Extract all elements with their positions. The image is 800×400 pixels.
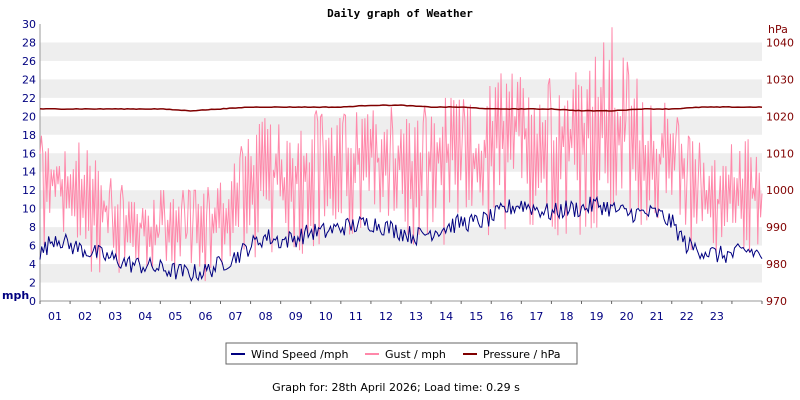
series-gust-line: [39, 27, 763, 282]
y-right-tick-label: 1010: [766, 147, 794, 160]
footer-text: Graph for: 28th April 2026; Load time: 0…: [272, 381, 520, 394]
legend-entry-label: Gust / mph: [385, 348, 446, 361]
x-tick-label: 21: [650, 310, 664, 323]
x-tick-label: 18: [559, 310, 573, 323]
y-right-tick-label: 1000: [766, 184, 794, 197]
grid-band: [40, 42, 762, 61]
x-tick-label: 23: [710, 310, 724, 323]
legend: Wind Speed /mph Gust / mph Pressure / hPa: [225, 342, 578, 365]
x-axis: 01 02 03 04 05 06 07 08 09 10 11 12 13 14 15 16 17 18 19 20…: [39, 300, 763, 323]
chart-title: Daily graph of Weather: [327, 7, 473, 20]
x-tick-label: 09: [289, 310, 303, 323]
x-tick-label: 07: [229, 310, 243, 323]
x-tick-label: 14: [439, 310, 453, 323]
y-right-tick-label: 990: [766, 221, 787, 234]
y-right-tick-label: 1020: [766, 110, 794, 123]
x-tick-label: 02: [78, 310, 92, 323]
y-left-tick-label: 12: [22, 184, 36, 197]
y-left-unit-label: mph: [2, 289, 29, 302]
y-left-tick-label: 10: [22, 203, 36, 216]
y-left-tick-label: 16: [22, 147, 36, 160]
grid-band: [40, 190, 762, 209]
x-tick-label: 08: [259, 310, 273, 323]
y-right-tick-label: 970: [766, 295, 787, 308]
x-tick-label: 05: [168, 310, 182, 323]
series-pressure-line: [39, 104, 763, 112]
x-tick-label: 03: [108, 310, 122, 323]
x-tick-label: 12: [379, 310, 393, 323]
x-tick-label: 17: [529, 310, 543, 323]
y-left-tick-label: 26: [22, 55, 36, 68]
x-tick-label: 06: [198, 310, 212, 323]
x-tick-label: 22: [680, 310, 694, 323]
y-right-tick-label: 1030: [766, 73, 794, 86]
legend-entry-label: Wind Speed /mph: [251, 348, 349, 361]
y-left-tick-label: 8: [29, 221, 36, 234]
x-tick-label: 19: [590, 310, 604, 323]
legend-entry-label: Pressure / hPa: [483, 348, 561, 361]
x-tick-label: 11: [349, 310, 363, 323]
series-group: [39, 27, 763, 282]
y-left-tick-label: 30: [22, 18, 36, 31]
x-tick-label: 20: [620, 310, 634, 323]
y-right-tick-label: 980: [766, 258, 787, 271]
y-right-tick-label: 1040: [766, 36, 794, 49]
grid-band: [40, 264, 762, 283]
x-tick-label: 16: [499, 310, 513, 323]
y-right-unit-label: hPa: [768, 23, 788, 36]
grid-band: [40, 79, 762, 98]
x-tick-label: 15: [469, 310, 483, 323]
x-tick-label: 04: [138, 310, 152, 323]
grid-band: [40, 153, 762, 172]
grid-band: [40, 227, 762, 246]
x-tick-label: 10: [319, 310, 333, 323]
y-left-tick-label: 14: [22, 166, 36, 179]
x-tick-label: 01: [48, 310, 62, 323]
y-axis-right: 970 980 990 1000 1010 1020 1030 1040: [766, 36, 794, 308]
y-left-tick-label: 24: [22, 73, 36, 86]
y-left-tick-label: 6: [29, 240, 36, 253]
series-wind-speed-line: [39, 195, 763, 282]
y-left-tick-label: 20: [22, 110, 36, 123]
y-left-tick-label: 28: [22, 36, 36, 49]
y-left-tick-label: 18: [22, 129, 36, 142]
y-left-tick-label: 0: [29, 295, 36, 308]
y-left-tick-label: 2: [29, 277, 36, 290]
x-tick-label: 13: [409, 310, 423, 323]
y-left-tick-label: 22: [22, 92, 36, 105]
legend-box: [225, 342, 578, 365]
y-left-tick-label: 4: [29, 258, 36, 271]
